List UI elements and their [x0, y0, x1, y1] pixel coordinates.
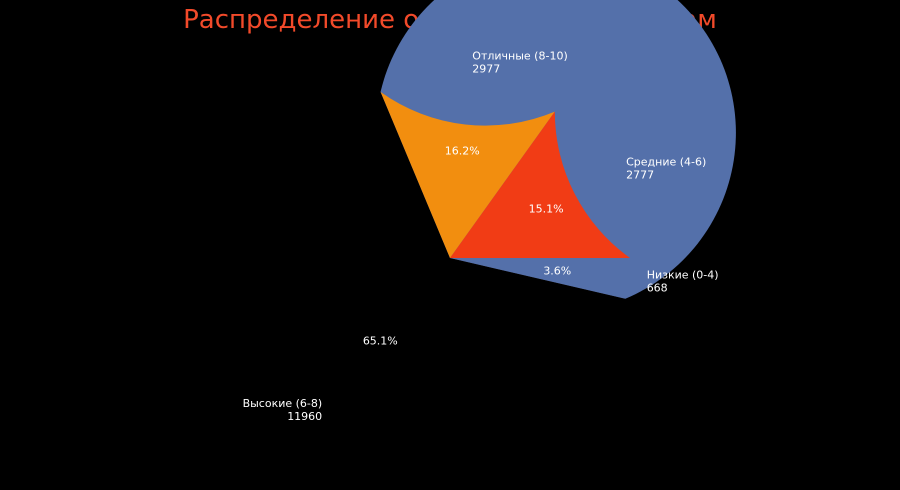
- slice-label: Отличные (8-10) 2977: [472, 49, 567, 75]
- pie-labels: 3.6% Низкие (0-4) 668 65.1% Высокие (6-8) 119…: [243, 49, 719, 423]
- slice-value: 2977: [472, 62, 500, 75]
- slice-name: Средние (4-6): [626, 156, 706, 169]
- slice-percent-label: 3.6%: [543, 264, 571, 277]
- slice-name: Высокие (6-8): [243, 397, 323, 410]
- pie-slices: [380, 0, 736, 299]
- pie-slice-2: [380, 91, 555, 259]
- slice-value: 2777: [626, 169, 654, 182]
- slice-percent-label: 16.2%: [445, 145, 480, 158]
- slice-percent-label: 65.1%: [363, 335, 398, 348]
- slice-value: 668: [647, 282, 668, 295]
- pie-slice-3: [450, 111, 630, 258]
- slice-value: 11960: [287, 410, 322, 423]
- slice-name: Низкие (0-4): [647, 269, 719, 282]
- slice-name: Отличные (8-10): [472, 49, 567, 62]
- slice-label: Низкие (0-4) 668: [647, 269, 719, 295]
- slice-label: Высокие (6-8) 11960: [243, 397, 323, 423]
- slice-percent-label: 15.1%: [529, 203, 564, 216]
- slice-label: Средние (4-6) 2777: [626, 156, 706, 182]
